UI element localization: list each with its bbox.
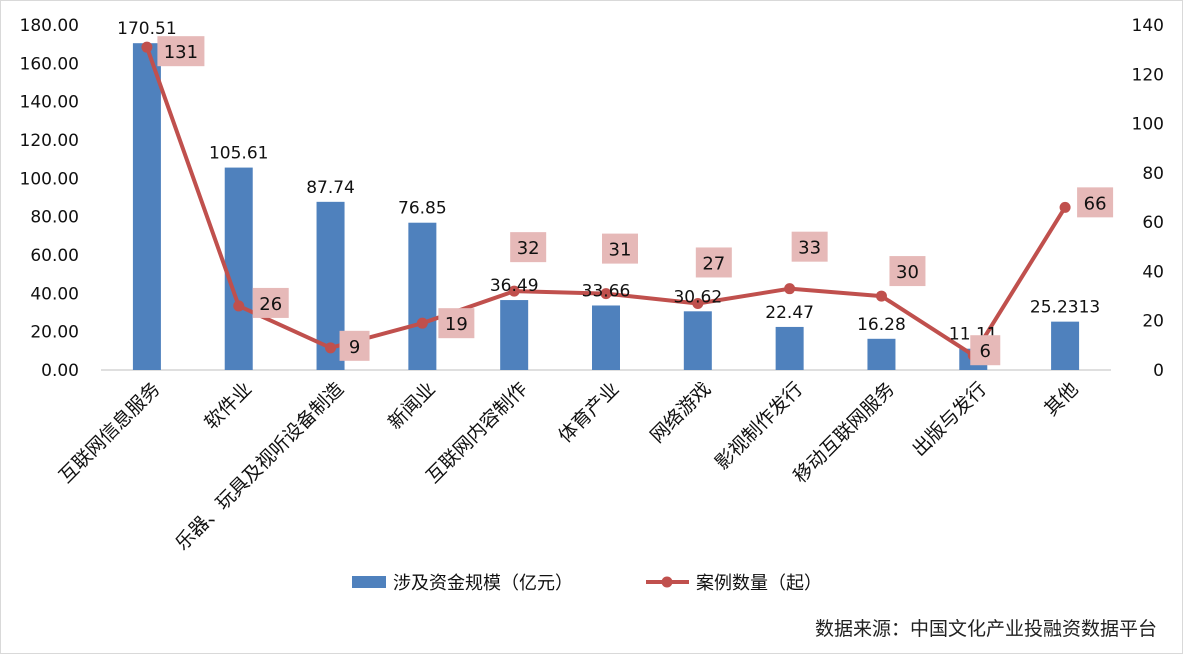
line-data-label-bg [889,256,926,287]
right-axis-tick-label: 140 [1132,16,1164,36]
bar-6 [683,311,712,370]
bar-data-label: 170.51 [117,19,176,39]
bar-data-label: 22.47 [765,303,814,323]
category-label: 乐器、玩具及视听设备制造 [171,378,348,555]
line-data-label: 31 [609,240,632,261]
line-data-label: 33 [798,238,821,259]
bar-0 [132,43,161,370]
category-label: 软件业 [200,378,256,434]
line-data-label: 6 [980,341,991,362]
line-data-label: 9 [349,337,360,358]
line-point-5 [600,288,612,300]
line-data-label-bg [339,330,370,361]
right-axis-tick-label: 60 [1142,213,1164,233]
right-axis-tick-label: 120 [1132,65,1164,85]
line-data-label-bg [510,232,547,263]
right-axis-tick-label: 20 [1142,312,1164,332]
category-label: 互联网信息服务 [55,378,165,488]
left-axis-tick-label: 120.00 [20,131,79,151]
legend-bar-label: 涉及资金规模（亿元） [393,573,573,594]
category-label: 体育产业 [554,378,623,447]
line-data-label: 19 [445,314,468,335]
line-point-4 [508,285,520,297]
bar-7 [775,326,804,370]
line-data-label-bg [252,287,289,318]
line-point-10 [1059,201,1071,213]
line-data-label: 26 [259,294,282,315]
bar-4 [500,300,529,370]
bar-3 [408,222,437,370]
category-label: 影视制作发行 [711,378,807,474]
bar-data-label: 87.74 [306,178,355,198]
line-data-label-bg [157,36,205,67]
left-axis-tick-label: 160.00 [20,54,79,74]
right-axis-tick-label: 80 [1142,164,1164,184]
bar-10 [1051,321,1080,370]
bar-data-label: 33.66 [582,281,631,301]
bar-data-label: 105.61 [209,144,268,164]
line-point-2 [325,342,337,354]
category-label: 新闻业 [384,378,440,434]
line-data-label: 27 [702,253,725,274]
line-point-8 [875,290,887,302]
bar-data-label: 76.85 [398,199,447,219]
bar-8 [867,338,896,370]
line-point-0 [141,41,153,53]
line-data-label-bg [695,247,732,278]
right-axis-tick-label: 40 [1142,262,1164,282]
line-data-label-bg [791,231,828,262]
left-axis-tick-label: 60.00 [30,246,79,266]
line-data-label: 32 [517,238,540,259]
bar-data-label: 25.2313 [1030,298,1100,318]
line-data-label-bg [602,233,638,264]
line-point-1 [233,300,245,312]
left-axis-tick-label: 0.00 [41,361,79,381]
bar-data-label: 36.49 [490,276,539,296]
legend-line-marker [661,576,673,588]
source-note: 数据来源：中国文化产业投融资数据平台 [815,618,1157,640]
left-axis-tick-label: 140.00 [20,93,79,113]
category-label: 出版与发行 [908,378,991,461]
bar-data-label: 16.28 [857,315,906,335]
line-data-label-bg [970,335,1001,366]
right-axis-tick-label: 100 [1132,115,1164,135]
legend-bar-swatch [352,576,386,588]
line-point-3 [416,317,428,329]
line-data-label-bg [1077,187,1114,218]
category-label: 其他 [1040,378,1082,420]
left-axis-tick-label: 40.00 [30,284,79,304]
line-data-label: 30 [896,262,919,283]
right-axis-tick-label: 0 [1153,361,1164,381]
left-axis-tick-label: 80.00 [30,208,79,228]
left-axis-tick-label: 100.00 [20,169,79,189]
left-axis-tick-label: 180.00 [20,16,79,36]
line-point-6 [692,297,704,309]
bar-data-label: 30.62 [673,287,722,307]
line-point-7 [784,283,796,295]
line-data-label: 66 [1084,193,1107,214]
category-label: 网络游戏 [646,378,715,447]
legend-line-label: 案例数量（起） [696,573,822,594]
bar-1 [224,167,253,370]
line-data-label-bg [438,308,475,339]
left-axis-tick-label: 20.00 [30,323,79,343]
line-data-label: 131 [164,42,198,63]
bar-5 [592,305,620,370]
